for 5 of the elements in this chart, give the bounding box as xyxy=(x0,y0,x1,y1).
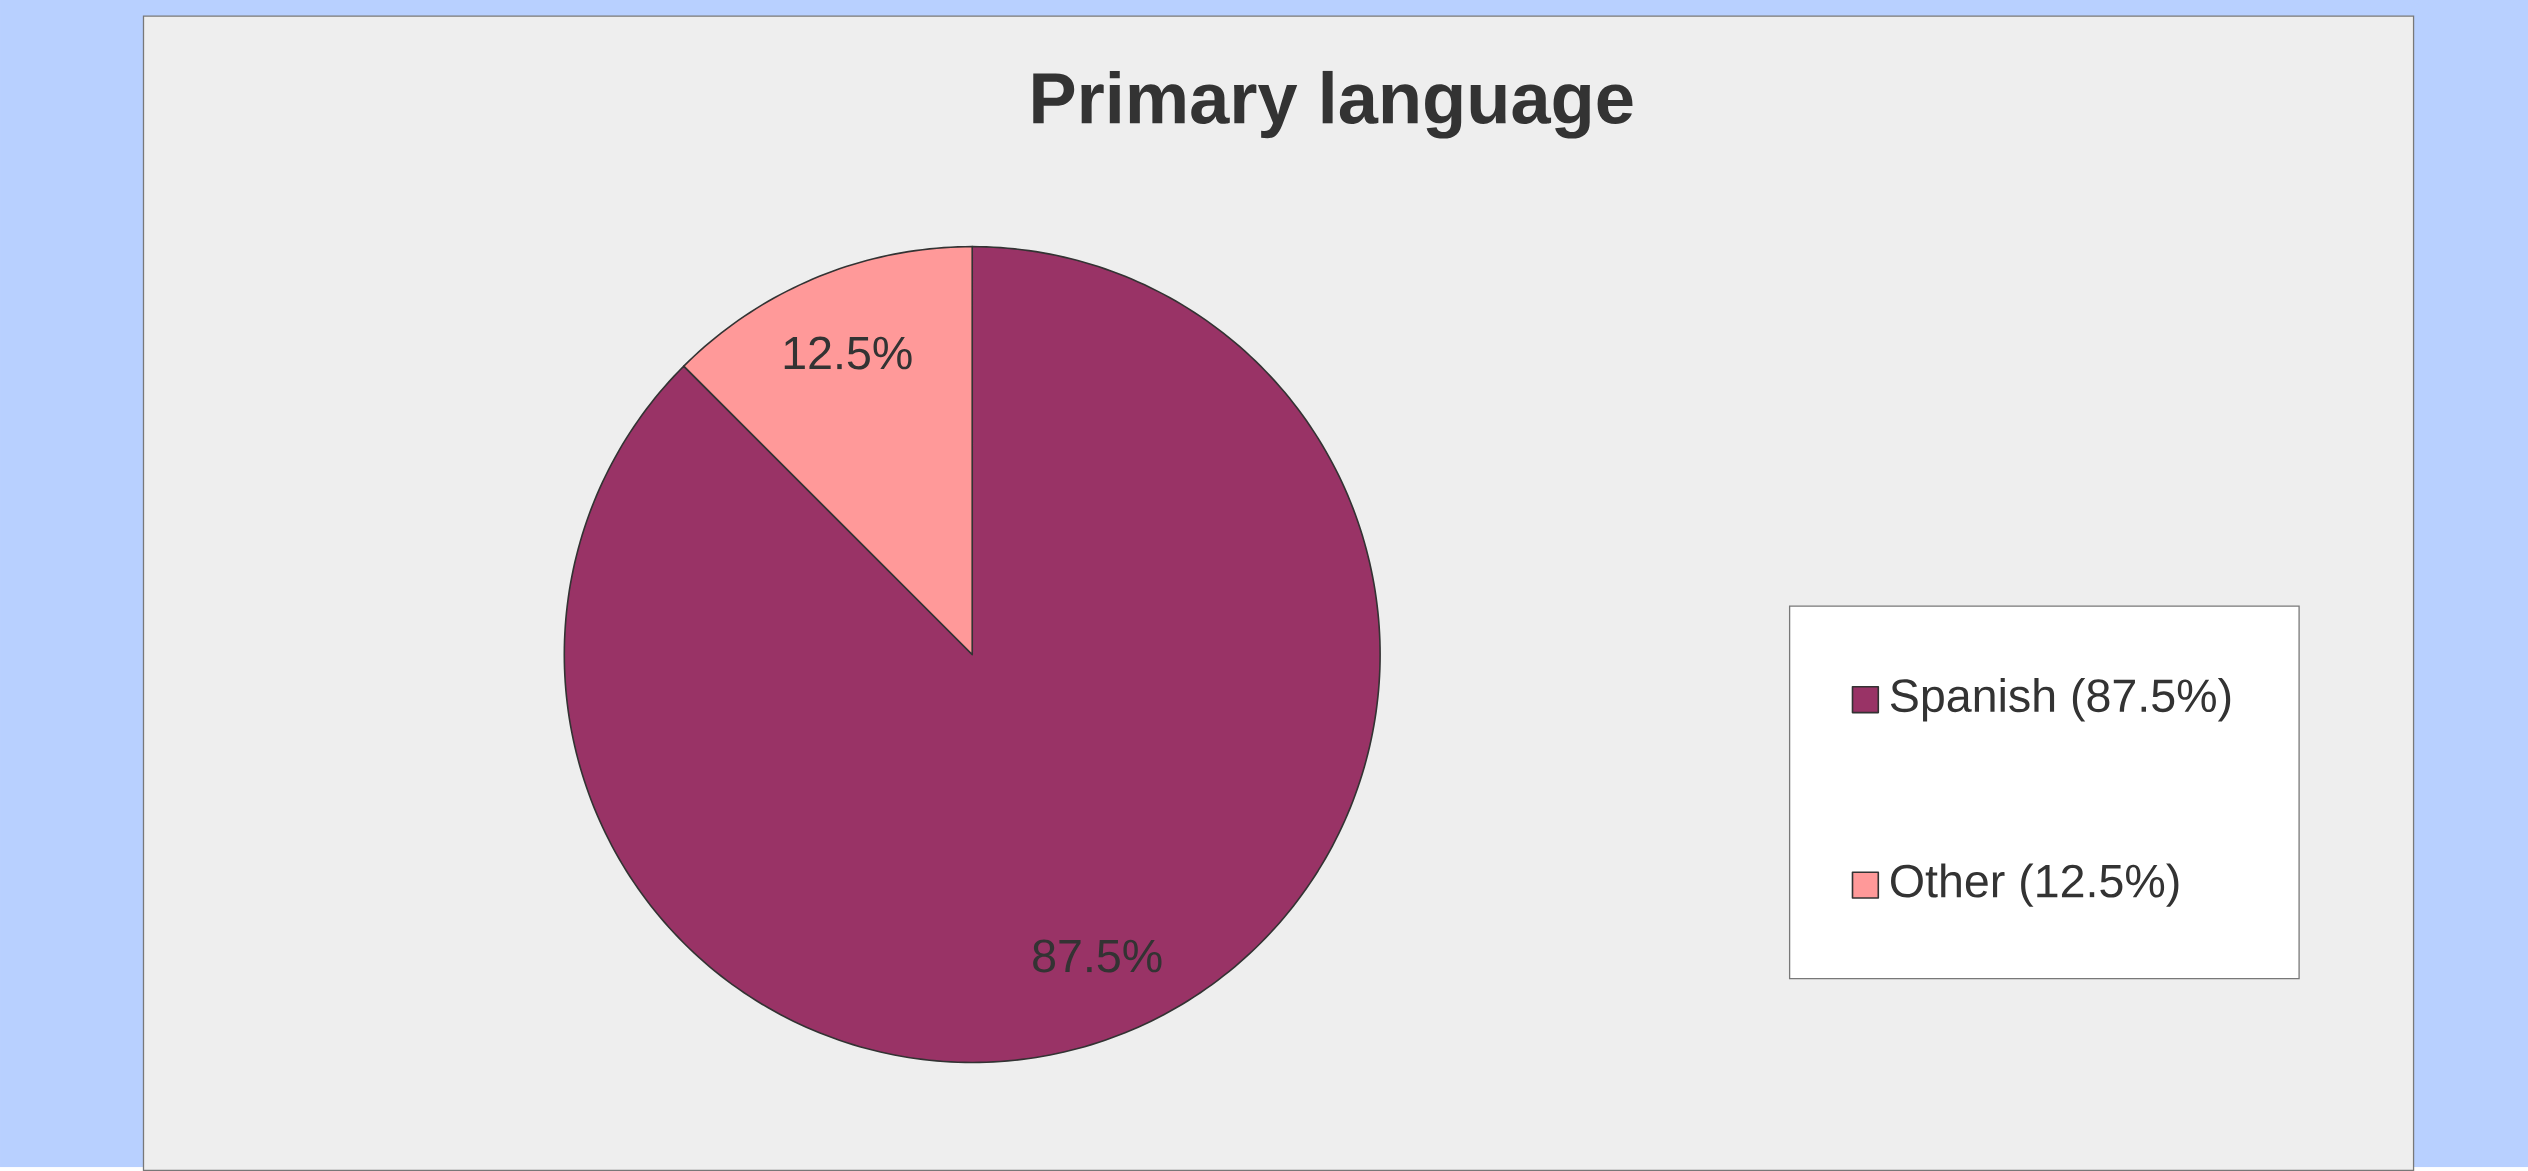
legend-label: Spanish (87.5%) xyxy=(1890,677,2231,722)
legend-label: Other (12.5%) xyxy=(1891,863,2179,907)
chart-title: Primary language xyxy=(1033,70,1633,139)
data-label: 87.5% xyxy=(1033,939,1162,973)
data-label: 12.5% xyxy=(784,336,912,370)
